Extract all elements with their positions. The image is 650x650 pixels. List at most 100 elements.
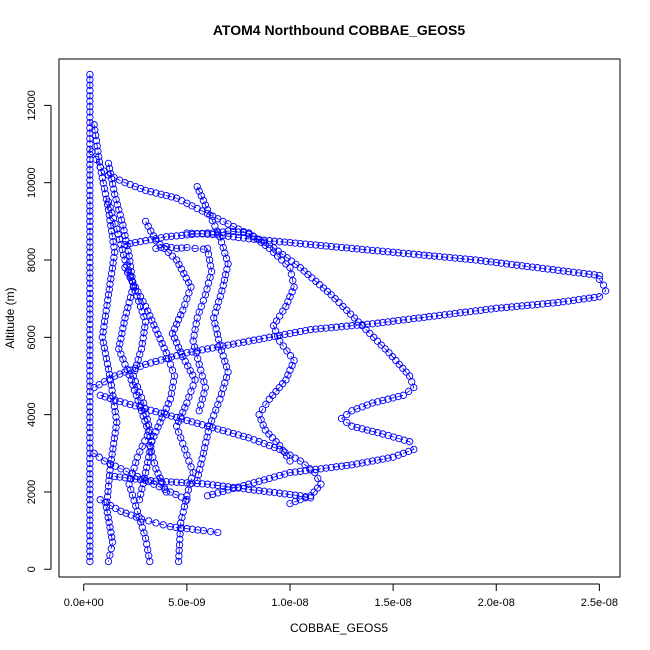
data-point	[580, 295, 588, 303]
data-point	[373, 337, 382, 345]
data-point	[125, 298, 133, 307]
data-point	[158, 339, 166, 348]
data-point	[559, 267, 567, 275]
data-point	[270, 443, 279, 452]
data-point	[121, 314, 129, 322]
data-point	[301, 240, 310, 248]
data-point	[110, 243, 118, 251]
data-point	[217, 390, 226, 398]
data-point	[250, 336, 258, 344]
data-point	[90, 383, 98, 392]
data-point	[106, 394, 114, 403]
data-point	[86, 408, 94, 416]
data-point	[198, 480, 206, 488]
data-point	[126, 180, 134, 189]
data-point	[420, 251, 428, 259]
data-point	[86, 264, 94, 272]
data-point	[312, 465, 320, 474]
x-axis-label: COBBAE_GEOS5	[290, 621, 388, 635]
data-point	[518, 302, 526, 310]
data-point	[595, 293, 604, 301]
data-point	[301, 461, 309, 469]
data-point	[214, 335, 223, 344]
data-point	[172, 523, 180, 532]
data-point	[106, 216, 114, 225]
data-point	[107, 269, 116, 278]
data-point	[229, 227, 237, 236]
data-point	[105, 518, 113, 526]
x-tick-label: 1.0e-08	[271, 597, 308, 609]
data-point	[222, 373, 231, 382]
data-point	[350, 314, 359, 322]
data-point	[86, 253, 94, 262]
data-point	[257, 416, 265, 424]
data-point	[117, 334, 125, 343]
data-point	[141, 468, 150, 477]
data-point	[363, 320, 371, 328]
data-point	[394, 392, 402, 401]
data-point	[162, 404, 170, 413]
data-point	[260, 439, 268, 448]
data-point	[221, 379, 229, 387]
data-point	[132, 361, 141, 369]
data-point	[258, 405, 267, 414]
data-point	[160, 244, 168, 253]
data-point	[269, 322, 278, 330]
data-point	[112, 413, 120, 421]
data-point	[97, 168, 105, 177]
data-point	[250, 436, 258, 444]
data-point	[366, 329, 374, 338]
data-point	[446, 253, 454, 262]
series-line	[145, 221, 196, 562]
data-point	[255, 438, 263, 446]
data-point	[86, 118, 94, 127]
data-point	[255, 335, 263, 343]
data-point	[181, 357, 189, 365]
data-point	[150, 321, 158, 329]
data-point	[121, 179, 129, 187]
data-point	[86, 191, 94, 200]
data-point	[102, 195, 111, 203]
data-point	[255, 477, 263, 485]
data-point	[105, 285, 113, 294]
data-point	[95, 152, 103, 161]
data-point	[154, 423, 162, 431]
data-point	[399, 316, 408, 324]
data-point	[405, 438, 414, 446]
data-point	[121, 256, 129, 264]
data-point	[102, 503, 111, 512]
data-point	[178, 478, 186, 487]
data-point	[223, 265, 231, 273]
data-point	[139, 412, 147, 420]
data-point	[497, 259, 506, 267]
data-point	[523, 301, 531, 310]
data-point	[152, 465, 160, 473]
data-point	[86, 289, 94, 298]
data-point	[314, 474, 322, 483]
data-point	[150, 432, 158, 440]
data-point	[132, 458, 140, 467]
data-point	[193, 347, 201, 355]
data-point	[133, 453, 142, 461]
data-point	[384, 395, 392, 403]
data-point	[86, 202, 94, 210]
data-point	[211, 319, 219, 328]
data-point	[358, 403, 366, 411]
data-point	[178, 513, 186, 522]
data-point	[86, 113, 94, 121]
data-point	[86, 197, 94, 205]
data-point	[296, 457, 304, 465]
data-point	[86, 356, 94, 365]
data-point	[523, 262, 531, 271]
data-point	[107, 381, 115, 389]
data-point	[544, 299, 552, 308]
data-point	[143, 540, 151, 548]
data-point	[317, 324, 325, 333]
data-point	[138, 307, 146, 316]
data-point	[186, 366, 194, 375]
data-point	[229, 233, 237, 241]
data-point	[104, 482, 113, 490]
data-point	[86, 155, 94, 164]
data-point	[265, 333, 274, 341]
data-point	[229, 429, 237, 438]
